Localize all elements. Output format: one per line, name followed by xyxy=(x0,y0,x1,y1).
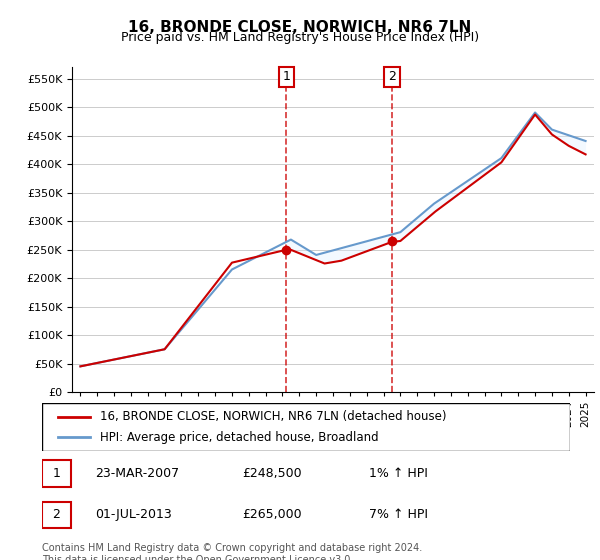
FancyBboxPatch shape xyxy=(42,403,570,451)
Text: HPI: Average price, detached house, Broadland: HPI: Average price, detached house, Broa… xyxy=(100,431,379,444)
FancyBboxPatch shape xyxy=(42,460,71,487)
Text: £265,000: £265,000 xyxy=(242,508,302,521)
Text: 2: 2 xyxy=(52,508,60,521)
Text: £248,500: £248,500 xyxy=(242,467,302,480)
Text: 16, BRONDE CLOSE, NORWICH, NR6 7LN: 16, BRONDE CLOSE, NORWICH, NR6 7LN xyxy=(128,20,472,35)
Text: 1: 1 xyxy=(282,71,290,83)
Text: Price paid vs. HM Land Registry's House Price Index (HPI): Price paid vs. HM Land Registry's House … xyxy=(121,31,479,44)
Text: 7% ↑ HPI: 7% ↑ HPI xyxy=(370,508,428,521)
Text: 01-JUL-2013: 01-JUL-2013 xyxy=(95,508,172,521)
Text: 2: 2 xyxy=(388,71,396,83)
Text: 23-MAR-2007: 23-MAR-2007 xyxy=(95,467,179,480)
Text: Contains HM Land Registry data © Crown copyright and database right 2024.
This d: Contains HM Land Registry data © Crown c… xyxy=(42,543,422,560)
Text: 1% ↑ HPI: 1% ↑ HPI xyxy=(370,467,428,480)
Text: 16, BRONDE CLOSE, NORWICH, NR6 7LN (detached house): 16, BRONDE CLOSE, NORWICH, NR6 7LN (deta… xyxy=(100,410,446,423)
FancyBboxPatch shape xyxy=(42,502,71,528)
Text: 1: 1 xyxy=(52,467,60,480)
